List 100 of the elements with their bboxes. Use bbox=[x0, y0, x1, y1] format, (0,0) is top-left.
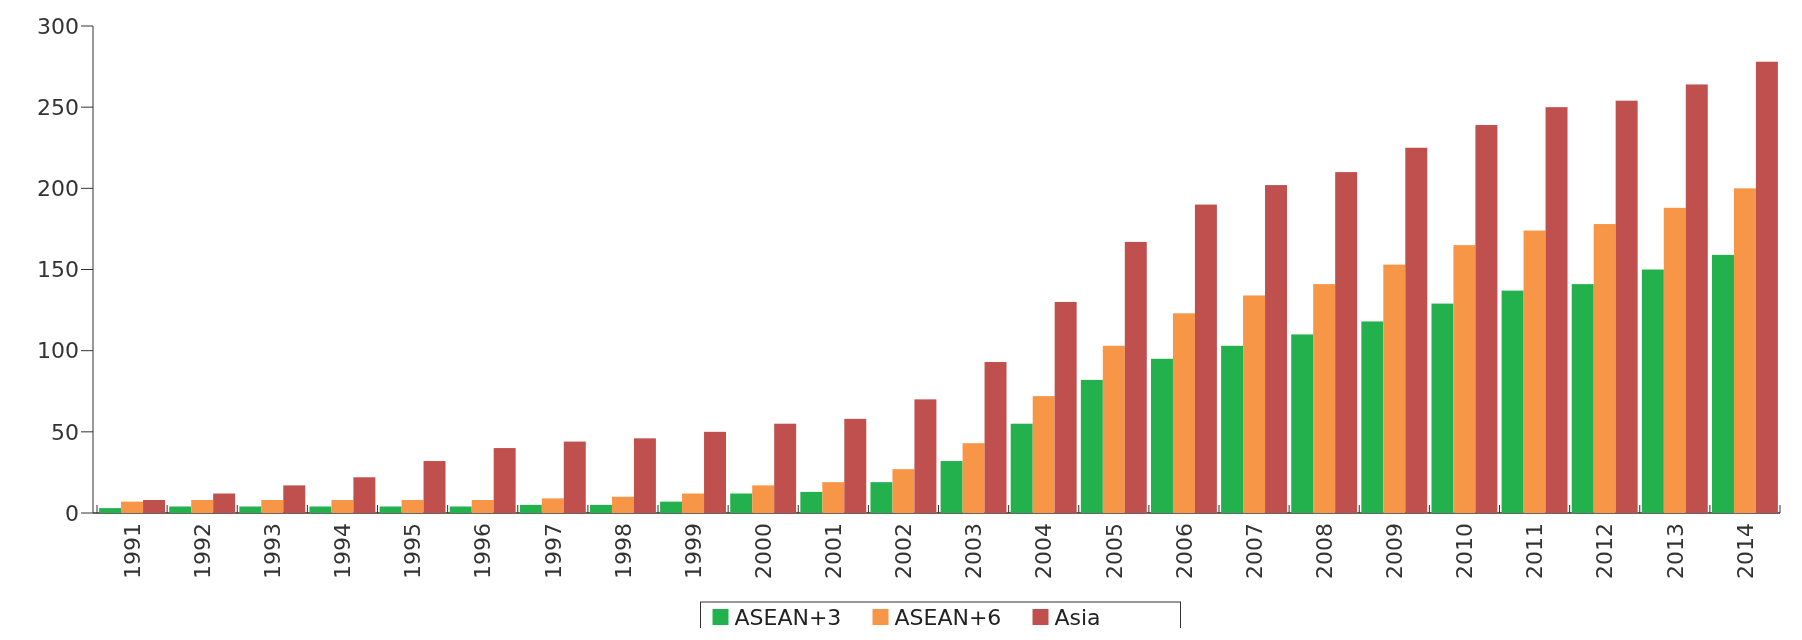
bar bbox=[774, 423, 797, 513]
bar bbox=[800, 491, 823, 513]
legend-label: ASEAN+6 bbox=[894, 604, 1002, 630]
bar bbox=[1221, 345, 1244, 513]
bar bbox=[283, 485, 306, 513]
x-tick-label: 2003 bbox=[961, 523, 987, 579]
bar bbox=[892, 469, 915, 513]
bar bbox=[493, 448, 516, 513]
bar bbox=[99, 508, 122, 513]
bar bbox=[704, 431, 727, 513]
x-tick-label: 2004 bbox=[1031, 523, 1057, 579]
bar bbox=[1475, 125, 1498, 513]
bar bbox=[1124, 241, 1147, 513]
bar bbox=[822, 482, 845, 513]
bar bbox=[611, 496, 634, 513]
bar bbox=[1431, 303, 1454, 513]
bar bbox=[143, 500, 166, 513]
x-tick-label: 2006 bbox=[1171, 523, 1197, 579]
bar bbox=[331, 500, 354, 513]
bar bbox=[121, 501, 144, 513]
x-tick-label: 2002 bbox=[891, 523, 917, 579]
bar bbox=[962, 443, 985, 513]
bar bbox=[1641, 269, 1664, 513]
y-tick-label: 200 bbox=[37, 176, 79, 202]
bar bbox=[660, 501, 683, 513]
bar bbox=[1711, 254, 1734, 513]
bar bbox=[589, 504, 612, 513]
bar bbox=[1545, 107, 1568, 513]
x-tick-label: 1993 bbox=[260, 523, 286, 579]
legend-label: Asia bbox=[1054, 604, 1101, 630]
bar bbox=[1755, 61, 1778, 513]
bar bbox=[1335, 172, 1358, 513]
x-tick-label: 1999 bbox=[680, 523, 706, 579]
bar bbox=[519, 504, 542, 513]
bar bbox=[1032, 396, 1055, 513]
bar bbox=[1010, 423, 1033, 513]
bar bbox=[914, 399, 937, 513]
bar bbox=[213, 493, 236, 513]
x-tick-label: 1991 bbox=[119, 523, 145, 579]
bar bbox=[1172, 313, 1195, 513]
x-tick-label: 2013 bbox=[1662, 523, 1688, 579]
x-tick-label: 1996 bbox=[470, 523, 496, 579]
bar bbox=[1453, 245, 1476, 513]
x-tick-label: 1997 bbox=[540, 523, 566, 579]
bar bbox=[471, 500, 494, 513]
x-tick-label: 2001 bbox=[821, 523, 847, 579]
bar bbox=[1243, 295, 1266, 513]
x-tick-label: 1992 bbox=[189, 523, 215, 579]
y-tick-label: 100 bbox=[37, 338, 79, 364]
bar bbox=[169, 506, 192, 513]
y-tick-label: 300 bbox=[37, 13, 79, 39]
bar bbox=[401, 500, 424, 513]
bar bbox=[1150, 358, 1173, 513]
bar bbox=[563, 441, 586, 513]
bar bbox=[1685, 84, 1708, 513]
bar bbox=[752, 485, 775, 513]
bar bbox=[191, 500, 214, 513]
x-tick-label: 2010 bbox=[1452, 523, 1478, 579]
bar bbox=[682, 493, 705, 513]
bar bbox=[1523, 230, 1546, 513]
x-tick-label: 2007 bbox=[1241, 523, 1267, 579]
bar bbox=[984, 362, 1007, 513]
y-tick-label: 250 bbox=[37, 94, 79, 120]
bar bbox=[379, 506, 402, 513]
bar bbox=[1054, 301, 1077, 513]
bar bbox=[1593, 224, 1616, 513]
bar bbox=[1663, 207, 1686, 513]
bar bbox=[541, 498, 564, 513]
bar bbox=[1383, 264, 1406, 513]
x-tick-label: 2009 bbox=[1382, 523, 1408, 579]
x-tick-label: 2014 bbox=[1732, 523, 1758, 579]
bar bbox=[844, 418, 867, 513]
x-tick-label: 1998 bbox=[610, 523, 636, 579]
bar bbox=[1265, 185, 1288, 513]
bar bbox=[309, 506, 332, 513]
bar bbox=[1102, 345, 1125, 513]
y-tick-label: 0 bbox=[65, 500, 79, 526]
y-tick-label: 50 bbox=[51, 419, 79, 445]
bar bbox=[730, 493, 753, 513]
bar bbox=[1361, 321, 1384, 513]
bar bbox=[449, 506, 472, 513]
bar bbox=[261, 500, 284, 513]
x-tick-label: 2011 bbox=[1522, 523, 1548, 579]
bar bbox=[1194, 204, 1217, 513]
x-tick-label: 2005 bbox=[1101, 523, 1127, 579]
bar bbox=[1405, 147, 1428, 513]
x-tick-label: 2000 bbox=[750, 523, 776, 579]
x-tick-label: 1994 bbox=[330, 523, 356, 579]
bar bbox=[1080, 379, 1103, 513]
bar bbox=[239, 506, 262, 513]
bar bbox=[423, 461, 446, 513]
x-tick-label: 1995 bbox=[400, 523, 426, 579]
bar bbox=[870, 482, 893, 513]
bar bbox=[633, 438, 656, 513]
x-tick-label: 2012 bbox=[1592, 523, 1618, 579]
bar bbox=[1313, 284, 1336, 513]
bar bbox=[1571, 284, 1594, 513]
y-tick-label: 150 bbox=[37, 257, 79, 283]
bar bbox=[1501, 290, 1524, 513]
bar bbox=[353, 477, 376, 513]
